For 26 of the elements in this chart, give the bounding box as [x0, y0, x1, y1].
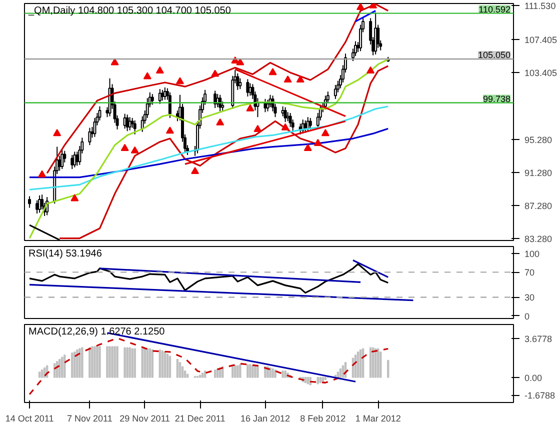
- y-tick-label: 103.405: [524, 68, 558, 78]
- y-tick-label: -1.6788: [524, 390, 556, 401]
- ref-line-label: 105.050: [478, 50, 511, 60]
- ref-line-label: 99.738: [482, 94, 511, 104]
- x-tick-label: 29 Nov 2011: [120, 414, 170, 424]
- x-tick-label: 8 Feb 2012: [300, 414, 346, 424]
- y-tick-label: 0.00: [524, 372, 542, 383]
- y-tick-label: 0: [524, 311, 530, 322]
- y-tick-label: 70: [524, 268, 535, 278]
- x-tick-label: 16 Jan 2012: [240, 414, 290, 424]
- y-tick-label: 95.280: [524, 135, 552, 146]
- x-tick-label: 1 Mar 2012: [355, 414, 401, 424]
- y-tick-label: 91.280: [524, 168, 552, 178]
- chart-title: RSI(14) 53.1946: [28, 248, 102, 260]
- y-tick-label: 3.6778: [524, 334, 552, 344]
- y-tick-label: 30: [524, 292, 535, 303]
- x-tick-label: 7 Nov 2011: [67, 414, 112, 424]
- x-tick-label: 14 Oct 2011: [5, 414, 54, 424]
- y-tick-label: 83.280: [524, 234, 552, 244]
- y-tick-label: 100: [524, 248, 540, 259]
- chart-title: MACD(12,26,9) 1.6276 2.1250: [28, 326, 166, 338]
- x-tick-label: 21 Dec 2011: [174, 414, 226, 424]
- y-tick-label: 107.405: [524, 35, 558, 46]
- y-tick-label: 111.530: [524, 1, 556, 12]
- ref-line-label: 110.592: [478, 4, 511, 14]
- y-tick-label: 87.280: [524, 200, 552, 211]
